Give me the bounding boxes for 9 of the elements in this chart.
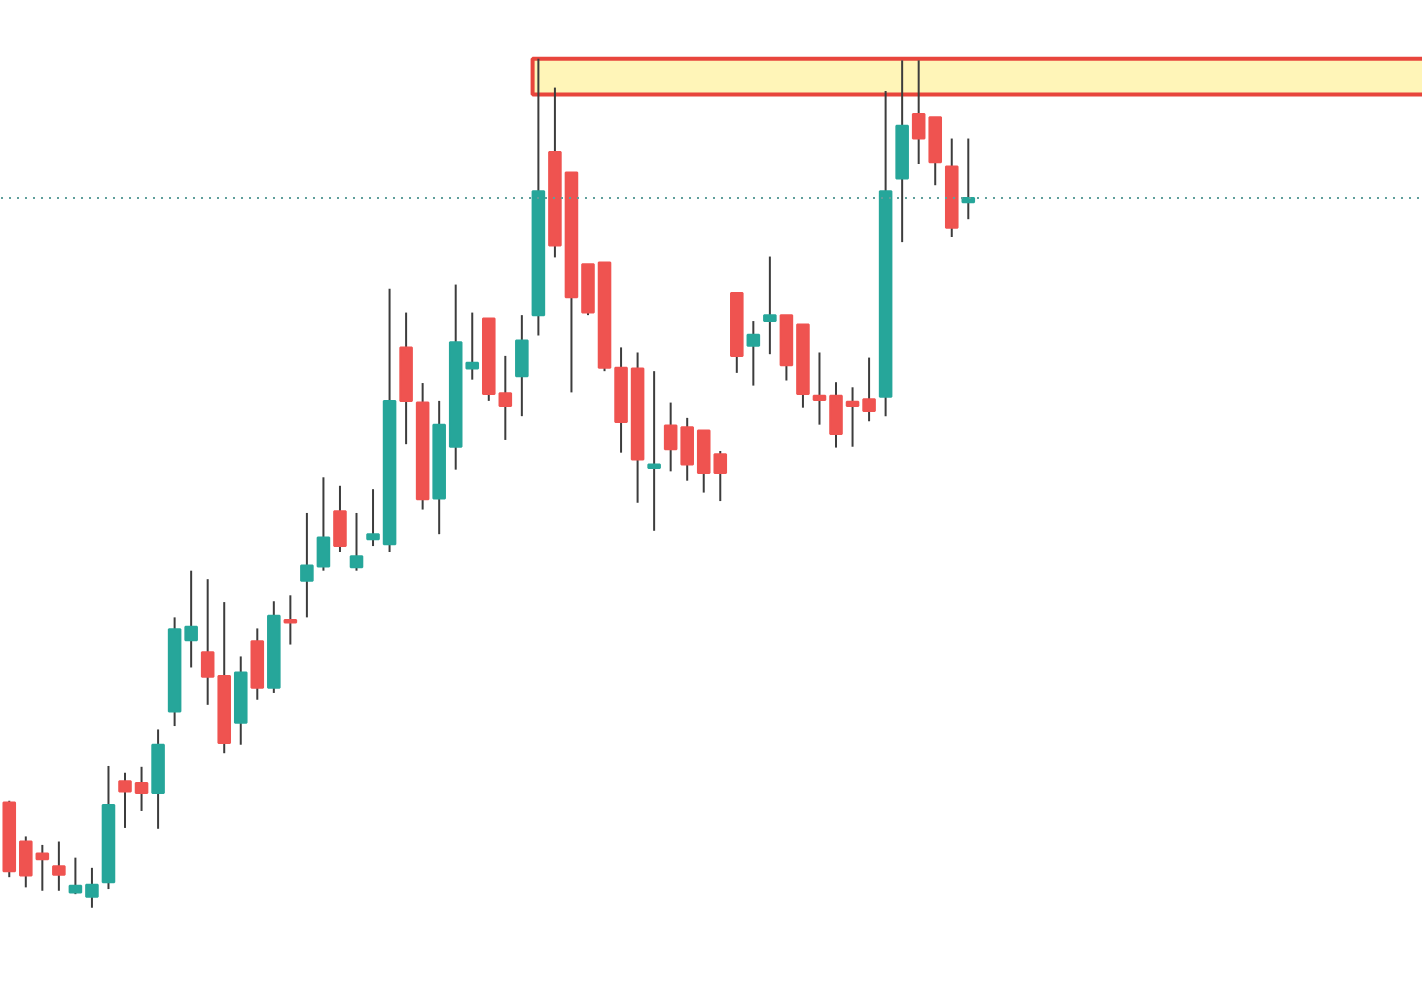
candlestick: [349, 511, 364, 572]
candlestick: [52, 840, 66, 892]
candlestick: [283, 594, 298, 646]
candlestick: [647, 370, 661, 532]
candlestick: [763, 255, 777, 356]
candlestick: [250, 627, 265, 701]
candlestick: [515, 314, 529, 418]
candlestick: [333, 484, 347, 554]
candlestick: [746, 320, 761, 387]
